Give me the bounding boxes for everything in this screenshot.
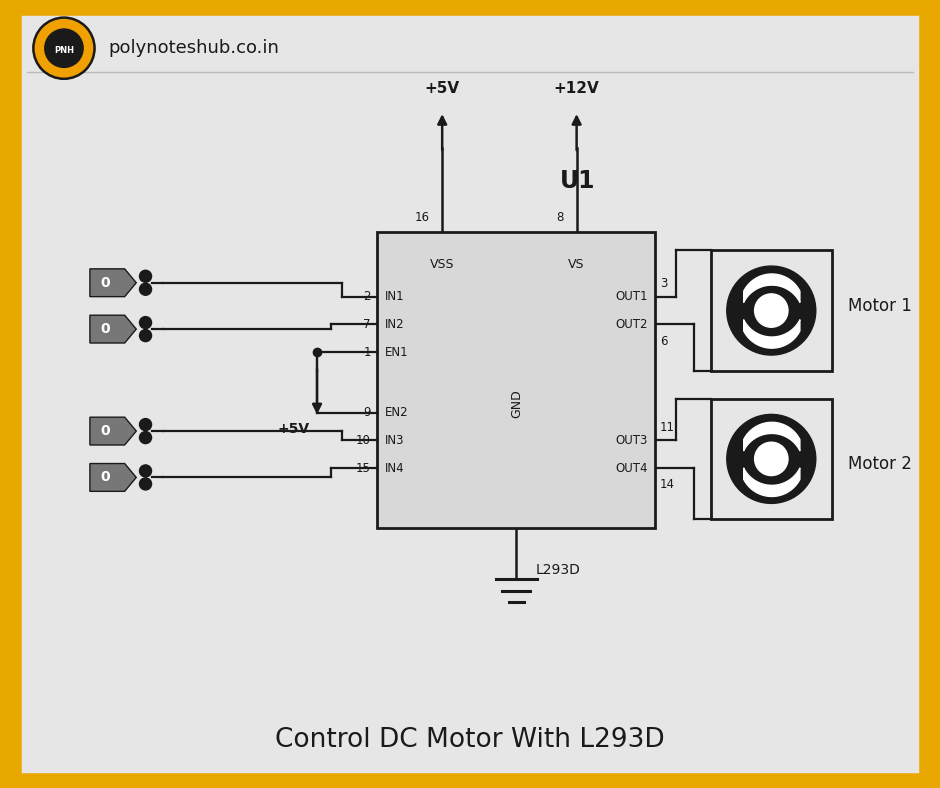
Circle shape	[139, 478, 151, 490]
Text: 15: 15	[356, 462, 370, 474]
Text: IN3: IN3	[384, 434, 404, 447]
Text: Control DC Motor With L293D: Control DC Motor With L293D	[275, 727, 665, 753]
Circle shape	[139, 418, 151, 430]
Text: +5V: +5V	[425, 80, 460, 95]
Text: IN2: IN2	[384, 318, 404, 331]
Text: IN1: IN1	[384, 290, 404, 303]
Text: EN1: EN1	[384, 346, 408, 359]
Text: 0: 0	[100, 322, 110, 336]
Bar	[711, 251, 832, 371]
Text: 0: 0	[100, 276, 110, 290]
Text: 8: 8	[556, 211, 564, 225]
Text: 11: 11	[660, 421, 675, 434]
Text: 0: 0	[100, 470, 110, 485]
Text: 1: 1	[363, 346, 370, 359]
Polygon shape	[90, 417, 136, 445]
Text: +5V: +5V	[278, 422, 310, 437]
Text: Motor 1: Motor 1	[848, 297, 912, 315]
Circle shape	[33, 17, 95, 79]
Circle shape	[139, 283, 151, 296]
Circle shape	[139, 270, 151, 282]
Text: EN2: EN2	[384, 406, 408, 419]
Polygon shape	[90, 463, 136, 492]
Text: U1: U1	[560, 169, 595, 193]
Circle shape	[755, 294, 788, 327]
Text: 6: 6	[660, 335, 667, 348]
Text: PNH: PNH	[54, 46, 74, 55]
Text: 2: 2	[363, 290, 370, 303]
Text: 16: 16	[415, 211, 430, 225]
Bar	[711, 399, 832, 519]
Text: OUT4: OUT4	[616, 462, 648, 474]
Text: IN4: IN4	[384, 462, 404, 474]
Text: OUT1: OUT1	[616, 290, 648, 303]
Text: +12V: +12V	[554, 80, 600, 95]
Text: VSS: VSS	[430, 258, 454, 271]
Text: polynoteshub.co.in: polynoteshub.co.in	[108, 39, 279, 58]
Circle shape	[755, 442, 788, 476]
Text: VS: VS	[569, 258, 585, 271]
Circle shape	[139, 329, 151, 342]
Text: 9: 9	[363, 406, 370, 419]
Circle shape	[44, 28, 84, 68]
Text: 14: 14	[660, 478, 675, 492]
Text: OUT2: OUT2	[616, 318, 648, 331]
Polygon shape	[90, 269, 136, 296]
Text: GND: GND	[509, 389, 523, 418]
Text: L293D: L293D	[536, 563, 581, 577]
Text: 10: 10	[356, 434, 370, 447]
Circle shape	[139, 465, 151, 477]
Circle shape	[727, 266, 816, 355]
Circle shape	[139, 317, 151, 329]
Text: 0: 0	[100, 424, 110, 438]
Text: 7: 7	[363, 318, 370, 331]
Text: Motor 2: Motor 2	[848, 455, 912, 473]
Text: OUT3: OUT3	[616, 434, 648, 447]
Circle shape	[139, 432, 151, 444]
Bar	[377, 232, 655, 529]
Text: 3: 3	[660, 277, 667, 290]
Polygon shape	[90, 315, 136, 343]
Circle shape	[727, 414, 816, 504]
